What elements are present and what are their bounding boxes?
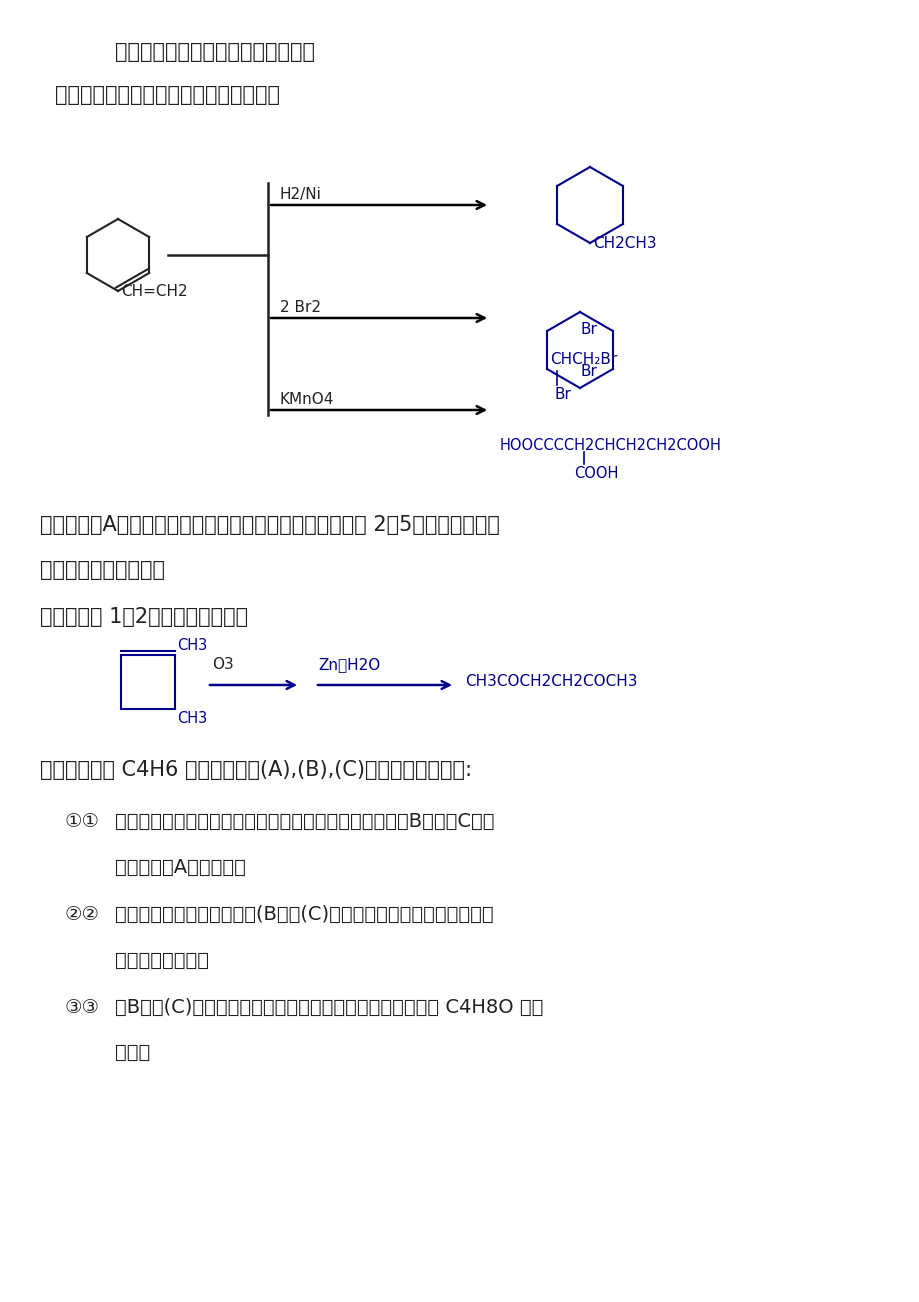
- Text: 九、分子式为 C4H6 的三个异构体(A),(B),(C)能发生如下的反应:: 九、分子式为 C4H6 的三个异构体(A),(B),(C)能发生如下的反应:: [40, 760, 471, 780]
- Text: ②②: ②②: [65, 905, 100, 924]
- Text: O3: O3: [211, 658, 233, 672]
- Text: 2 Br2: 2 Br2: [279, 299, 321, 315]
- Text: HOOCCCCH2CHCH2CH2COOH: HOOCCCCH2CHCH2CH2COOH: [499, 437, 721, 453]
- Text: （B）和(C)能迅速的合含硫酸汞的硫酸作用，得到分子式为 C4H8O 的化: （B）和(C)能迅速的合含硫酸汞的硫酸作用，得到分子式为 C4H8O 的化: [115, 999, 543, 1017]
- Text: Br: Br: [580, 322, 597, 336]
- Text: 三者都能与氯化氢反应，而(B）和(C)在汞盐催化下和氯化氢作用得到: 三者都能与氯化氢反应，而(B）和(C)在汞盐催化下和氯化氢作用得到: [115, 905, 494, 924]
- Text: 的是同一种产物。: 的是同一种产物。: [115, 950, 209, 970]
- Text: CH3: CH3: [176, 638, 207, 654]
- Text: 二聚体的结构，并写出各步反应式。: 二聚体的结构，并写出各步反应式。: [115, 42, 314, 62]
- Text: 应的溴是（A）的两倍。: 应的溴是（A）的两倍。: [115, 858, 245, 878]
- Text: Br: Br: [553, 387, 571, 402]
- Text: Br: Br: [580, 363, 597, 379]
- Text: 八、某烃（A）经臭氧化并在锌纷存在下水解只得一种产物 2，5－己二酮，试写: 八、某烃（A）经臭氧化并在锌纷存在下水解只得一种产物 2，5－己二酮，试写: [40, 516, 499, 535]
- Text: COOH: COOH: [573, 466, 618, 480]
- Text: CH2CH3: CH2CH3: [593, 236, 656, 250]
- Text: ①①: ①①: [65, 812, 100, 831]
- Text: CH=CH2: CH=CH2: [121, 284, 187, 298]
- Text: ③③: ③③: [65, 999, 100, 1017]
- Text: CH3: CH3: [176, 711, 207, 727]
- Text: KMnO4: KMnO4: [279, 392, 334, 408]
- Text: CHCH₂Br: CHCH₂Br: [550, 352, 617, 367]
- Text: H2/Ni: H2/Ni: [279, 187, 322, 202]
- Text: 解：该烃为 1，2－二甲基环丁烯。: 解：该烃为 1，2－二甲基环丁烯。: [40, 607, 248, 628]
- Text: CH3COCH2CH2COCH3: CH3COCH2CH2COCH3: [464, 674, 637, 690]
- Text: 三个异构体都能与溴反应，对于等摩尔的样品而言，与（B）和（C）反: 三个异构体都能与溴反应，对于等摩尔的样品而言，与（B）和（C）反: [115, 812, 494, 831]
- Text: 出该烃可能的结构式。: 出该烃可能的结构式。: [40, 560, 165, 579]
- Text: 解：该二聚体的结构及各步反应式如下：: 解：该二聚体的结构及各步反应式如下：: [55, 85, 279, 105]
- Text: Zn，H2O: Zn，H2O: [318, 658, 380, 672]
- Text: 合物。: 合物。: [115, 1043, 150, 1062]
